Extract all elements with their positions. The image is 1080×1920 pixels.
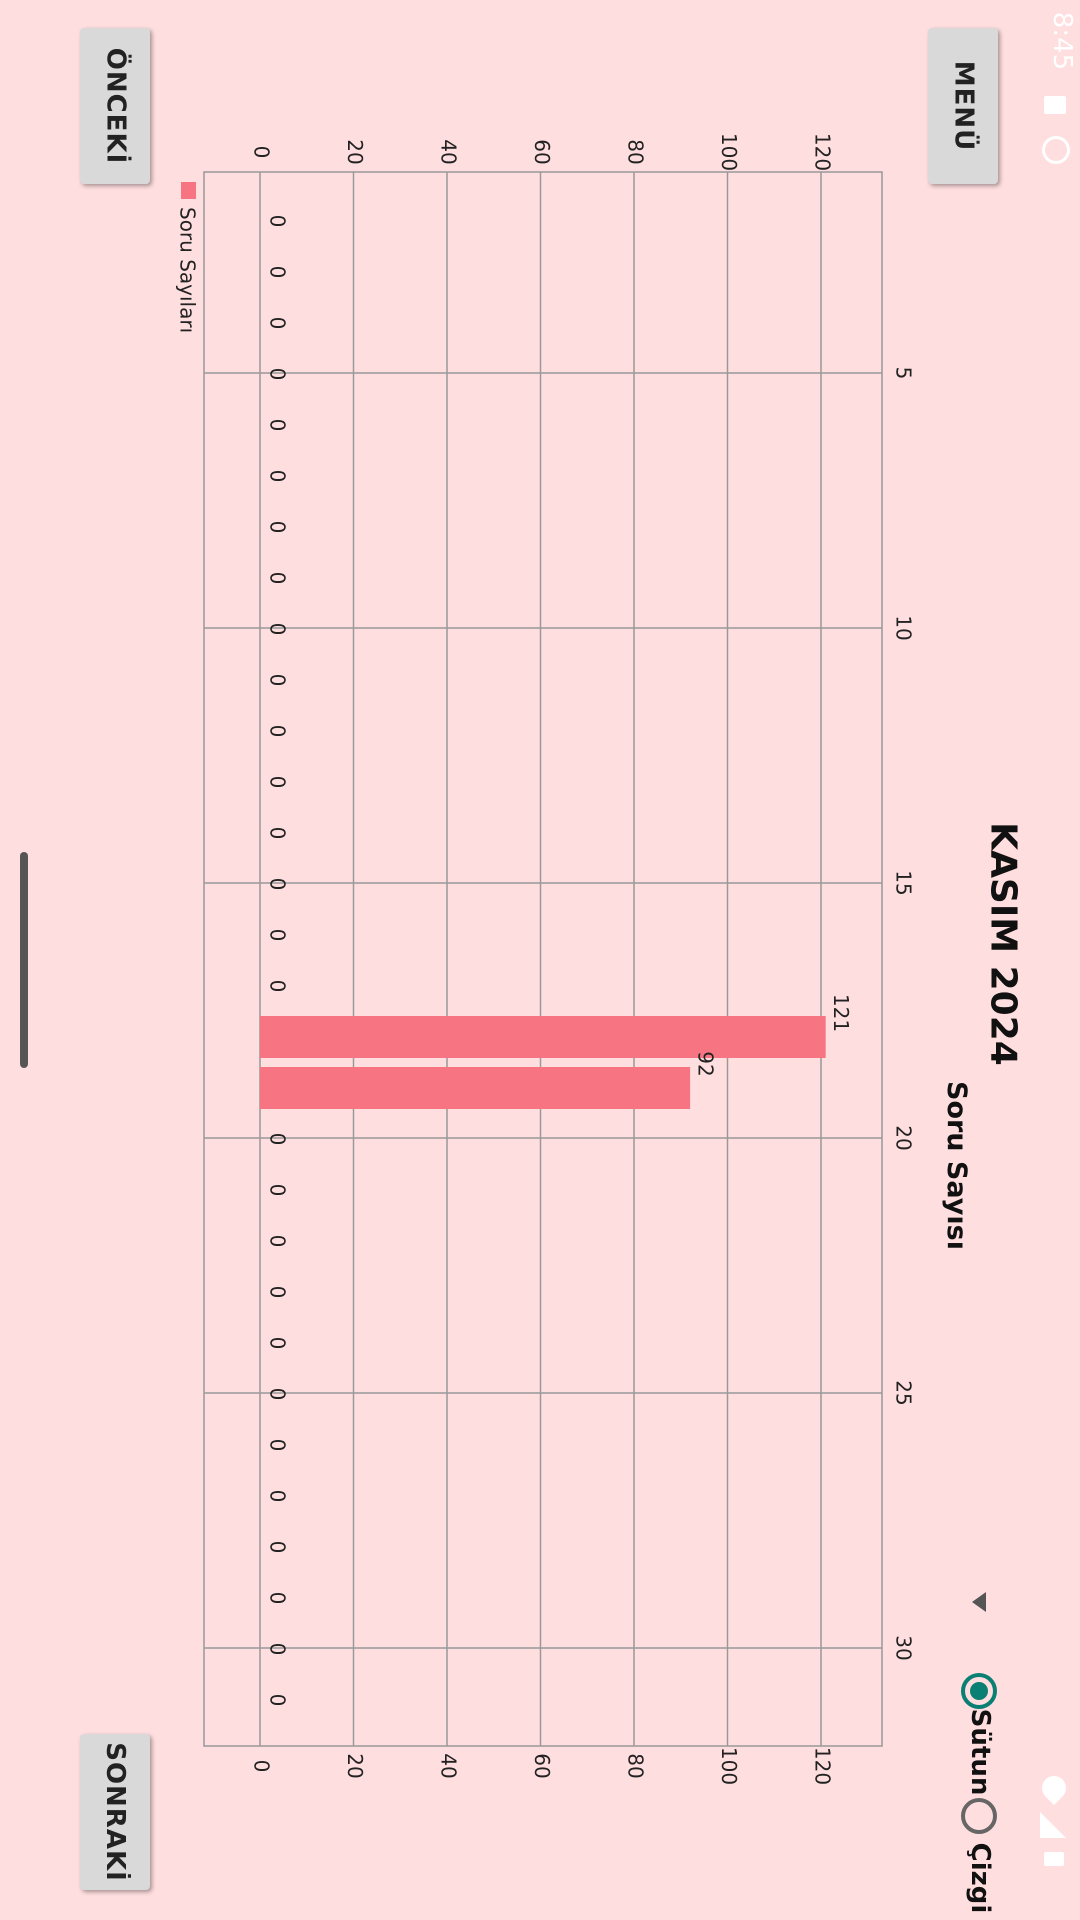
sim-icon [1044,96,1066,114]
value-tick-label-top: 100 [717,133,741,171]
bar-value-label: 0 [266,623,290,636]
bar-value-label: 0 [266,1490,290,1503]
bar-value-label: 121 [829,994,853,1032]
value-tick-label-top: 20 [343,139,367,164]
bar-value-label: 0 [266,929,290,942]
bar-value-label: 0 [266,725,290,738]
category-tick-label: 20 [892,1125,916,1150]
value-tick-label-bottom: 20 [343,1753,367,1778]
value-tick-label-bottom: 60 [530,1753,554,1778]
bar-value-label: 0 [266,827,290,840]
bar [260,1016,826,1058]
bar-value-label: 0 [266,1133,290,1146]
category-tick-label: 15 [892,870,916,895]
menu-button[interactable]: MENÜ [928,28,998,184]
bar-value-label: 0 [266,1184,290,1197]
bar-value-label: 0 [266,1439,290,1452]
bar-value-label: 0 [266,266,290,279]
value-tick-label-bottom: 40 [437,1753,461,1778]
bar-value-label: 0 [266,470,290,483]
value-tick-label-top: 80 [624,139,648,164]
bar-value-label: 0 [266,368,290,381]
bar-value-label: 0 [266,776,290,789]
value-tick-label-top: 0 [250,146,274,159]
bar-value-label: 92 [694,1051,718,1076]
next-button[interactable]: SONRAKİ [80,1734,150,1890]
bar-value-label: 0 [266,1541,290,1554]
bar-value-label: 0 [266,1694,290,1707]
category-tick-label: 30 [892,1635,916,1660]
value-tick-label-bottom: 0 [250,1760,274,1773]
category-tick-label: 5 [892,367,916,380]
value-tick-label-bottom: 100 [717,1747,741,1785]
value-tick-label-top: 120 [811,133,835,171]
bar-value-label: 0 [266,1235,290,1248]
bar-value-label: 0 [266,1337,290,1350]
bar-value-label: 0 [266,419,290,432]
bar-value-label: 0 [266,215,290,228]
radio-sutun[interactable] [961,1673,997,1709]
chart-bars [260,1016,826,1109]
bar-value-label: 0 [266,317,290,330]
dropdown-arrow-icon[interactable] [972,1592,986,1612]
bar-value-label: 0 [266,1388,290,1401]
battery-icon [1044,1852,1064,1866]
radio-cizgi[interactable] [961,1798,997,1834]
bar-value-label: 0 [266,1643,290,1656]
category-tick-label: 10 [892,615,916,640]
legend-label: Soru Sayıları [176,207,200,333]
value-tick-label-top: 40 [437,139,461,164]
previous-button[interactable]: ÖNCEKİ [80,28,150,184]
bar-value-label: 0 [266,572,290,585]
value-tick-label-bottom: 120 [811,1747,835,1785]
legend-swatch [181,182,196,199]
bar-value-label: 0 [266,980,290,993]
plot-frame [203,171,883,1747]
chart-grid [203,171,883,1747]
chart-labels: 0 0 20 20 40 40 60 60 80 80 100 100 120 120 5 10 15 20 25 3… [250,133,916,1785]
bar-value-label: 0 [266,1592,290,1605]
value-tick-label-top: 60 [530,139,554,164]
bar [260,1067,691,1109]
bar-value-label: 0 [266,878,290,891]
chart-legend: Soru Sayıları [176,182,200,333]
bar-value-label: 0 [266,1286,290,1299]
drag-handle[interactable] [20,852,28,1068]
category-tick-label: 25 [892,1380,916,1405]
bar-value-label: 0 [266,521,290,534]
value-tick-label-bottom: 80 [624,1753,648,1778]
bar-value-label: 0 [266,674,290,687]
settings-icon [1042,136,1070,164]
signal-icon [1040,1812,1066,1838]
